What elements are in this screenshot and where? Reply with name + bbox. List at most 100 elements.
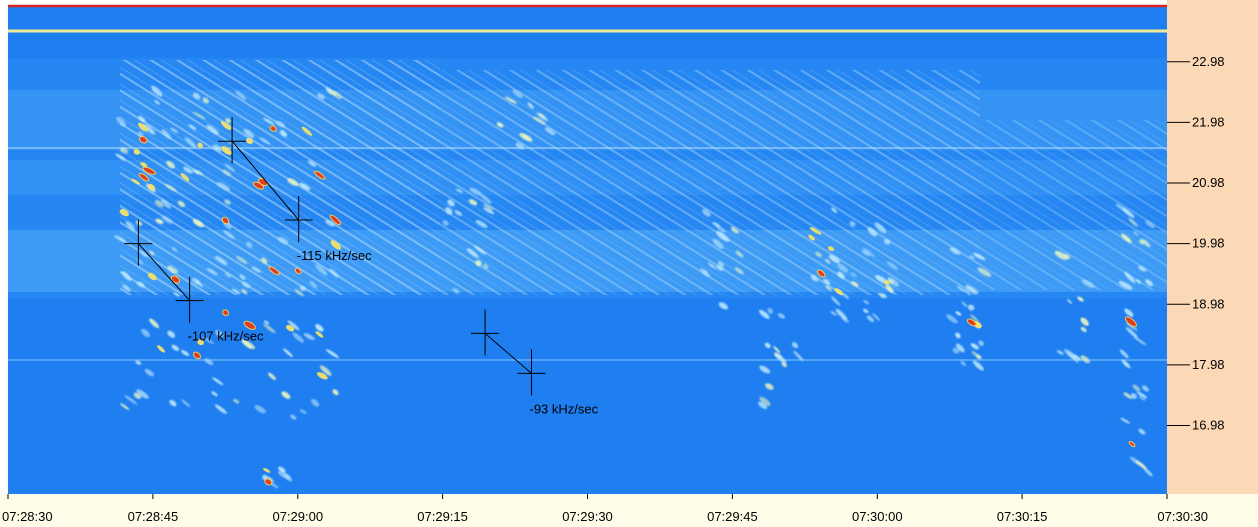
emission-streak [268,372,276,380]
emission-streak [475,259,482,267]
emission-streak [166,160,175,169]
emission-streak [1064,253,1071,260]
emission-streak [192,92,201,100]
emission-streak [241,289,248,295]
emission-streak [1124,271,1136,284]
emission-streak [287,320,300,331]
emission-streak [116,116,126,127]
x-tick-label: 07:30:15 [997,509,1048,524]
x-tick-label: 07:29:45 [707,509,758,524]
emission-streak [964,289,971,296]
emission-streak [862,247,875,258]
emission-streak [757,401,768,410]
emission-streak [957,285,966,293]
emission-streak [124,395,138,405]
slope-line [138,243,190,301]
emission-streak [277,236,289,245]
emission-streak [946,314,958,324]
emission-streak [532,116,546,125]
emission-streak [136,389,149,399]
emission-streak [315,264,328,276]
emission-streak [1120,233,1132,243]
intense-spot [197,339,204,346]
emission-streak [212,377,224,386]
noise-bands [8,58,1167,298]
emission-streak [828,254,841,264]
emission-streak [483,263,489,269]
emission-streak [224,272,231,278]
emission-streak [1133,231,1139,236]
emission-streak [114,235,126,243]
emission-streak [469,187,483,196]
emission-streak [169,399,177,407]
emission-streak [243,128,255,139]
emission-streak [177,200,186,208]
emission-streak [316,93,326,100]
emission-streak [119,147,129,154]
emission-streak [294,289,304,297]
intense-spot [268,266,280,276]
emission-streak [292,332,304,343]
emission-streak [955,332,961,339]
intense-spot [264,478,273,486]
emission-streak [204,358,214,366]
emission-streak [883,238,891,245]
emission-streak [261,257,268,264]
emission-streak [544,127,556,136]
emission-streak [712,238,724,250]
emission-streak [160,199,171,209]
x-axis: 07:28:30 07:28:45 07:29:00 07:29:15 07:29:30… [2,494,1208,524]
emission-streak [874,222,887,234]
intense-spot [329,214,342,226]
emission-streak [712,222,721,228]
emission-streak [242,339,252,349]
emission-streak [830,310,837,316]
intense-spot [834,288,844,296]
emission-streak [212,144,223,152]
emission-streak [886,261,899,270]
emission-streak [716,226,726,233]
emission-streak [702,208,711,217]
y-tick-label: 20.98 [1192,175,1225,190]
emission-streak [1143,468,1153,477]
slope-line [484,333,532,374]
emission-streak [149,250,155,256]
emission-streak [233,398,240,404]
emission-streak [949,247,961,255]
y-axis: 22.98 21.98 20.98 19.98 18.98 17.98 16.98 [1167,54,1225,433]
intense-spot [197,142,203,148]
emission-streak [188,124,197,131]
emission-streak [758,309,770,319]
emission-streak [777,313,786,319]
emission-streak [1133,336,1147,346]
intense-spot [966,318,977,327]
emission-streak [455,188,463,194]
emission-streak [810,274,819,282]
emission-streak [115,153,126,161]
intense-spot [808,234,815,241]
emission-streak [452,288,460,294]
emission-streak [718,302,729,310]
y-tick-label: 21.98 [1192,114,1225,129]
emission-streak [952,347,960,354]
slope-label: -115 kHz/sec [297,248,372,263]
emission-streak [473,245,487,255]
intense-spot [157,345,165,353]
emission-streak [483,207,495,215]
emission-streak [154,100,160,105]
emission-streak [527,102,535,109]
emission-streak [231,288,241,295]
slope-label: -93 kHz/sec [530,401,599,416]
emission-streak [861,250,870,257]
emission-streak [1132,384,1141,392]
x-tick-label: 07:29:00 [272,509,323,524]
emission-streak [137,131,144,137]
emission-streak [225,118,231,124]
emission-streak [483,204,494,211]
emission-streak [955,311,962,316]
emission-streak [872,313,881,321]
emission-streak [315,324,324,332]
emission-streak [211,391,218,397]
emission-streak [773,345,781,354]
